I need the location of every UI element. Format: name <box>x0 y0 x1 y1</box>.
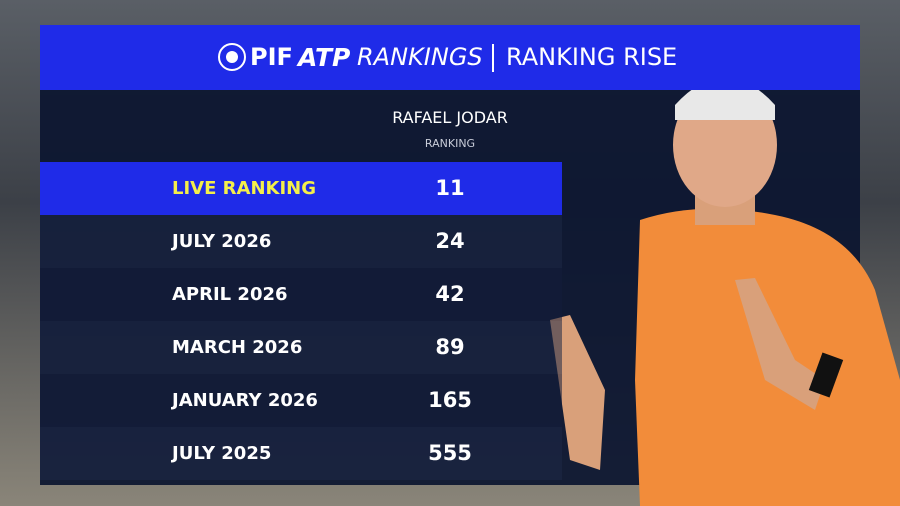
row-label: LIVE RANKING <box>172 178 316 199</box>
row-label: APRIL 2026 <box>172 284 288 305</box>
table-row: LIVE RANKING 11 <box>40 162 562 215</box>
table-row: MARCH 2026 89 <box>40 321 562 374</box>
row-value: 89 <box>435 335 465 359</box>
player-name: RAFAEL JODAR <box>392 108 508 127</box>
atp: ATP <box>298 43 351 72</box>
column-header: RANKING <box>424 137 476 150</box>
player-figure <box>550 77 900 506</box>
table-row: JANUARY 2026 165 <box>40 374 562 427</box>
row-value: 555 <box>428 441 472 465</box>
row-value: 165 <box>428 388 472 412</box>
brand: PIF <box>250 43 293 71</box>
header-title: RANKING RISE <box>506 43 678 71</box>
row-value: 11 <box>435 176 465 200</box>
row-value: 24 <box>435 229 465 253</box>
logo <box>218 43 246 71</box>
row-value: 42 <box>435 282 465 306</box>
divider <box>492 44 494 72</box>
row-label: JANUARY 2026 <box>172 390 318 411</box>
table-row: JULY 2026 24 <box>40 215 562 268</box>
row-label: MARCH 2026 <box>172 337 303 358</box>
table-row: JULY 2025 555 <box>40 427 562 480</box>
row-label: JULY 2025 <box>172 443 272 464</box>
rankings: RANKINGS <box>357 43 483 71</box>
row-label: JULY 2026 <box>172 231 272 252</box>
table-row: APRIL 2026 42 <box>40 268 562 321</box>
header-bar <box>40 25 860 90</box>
